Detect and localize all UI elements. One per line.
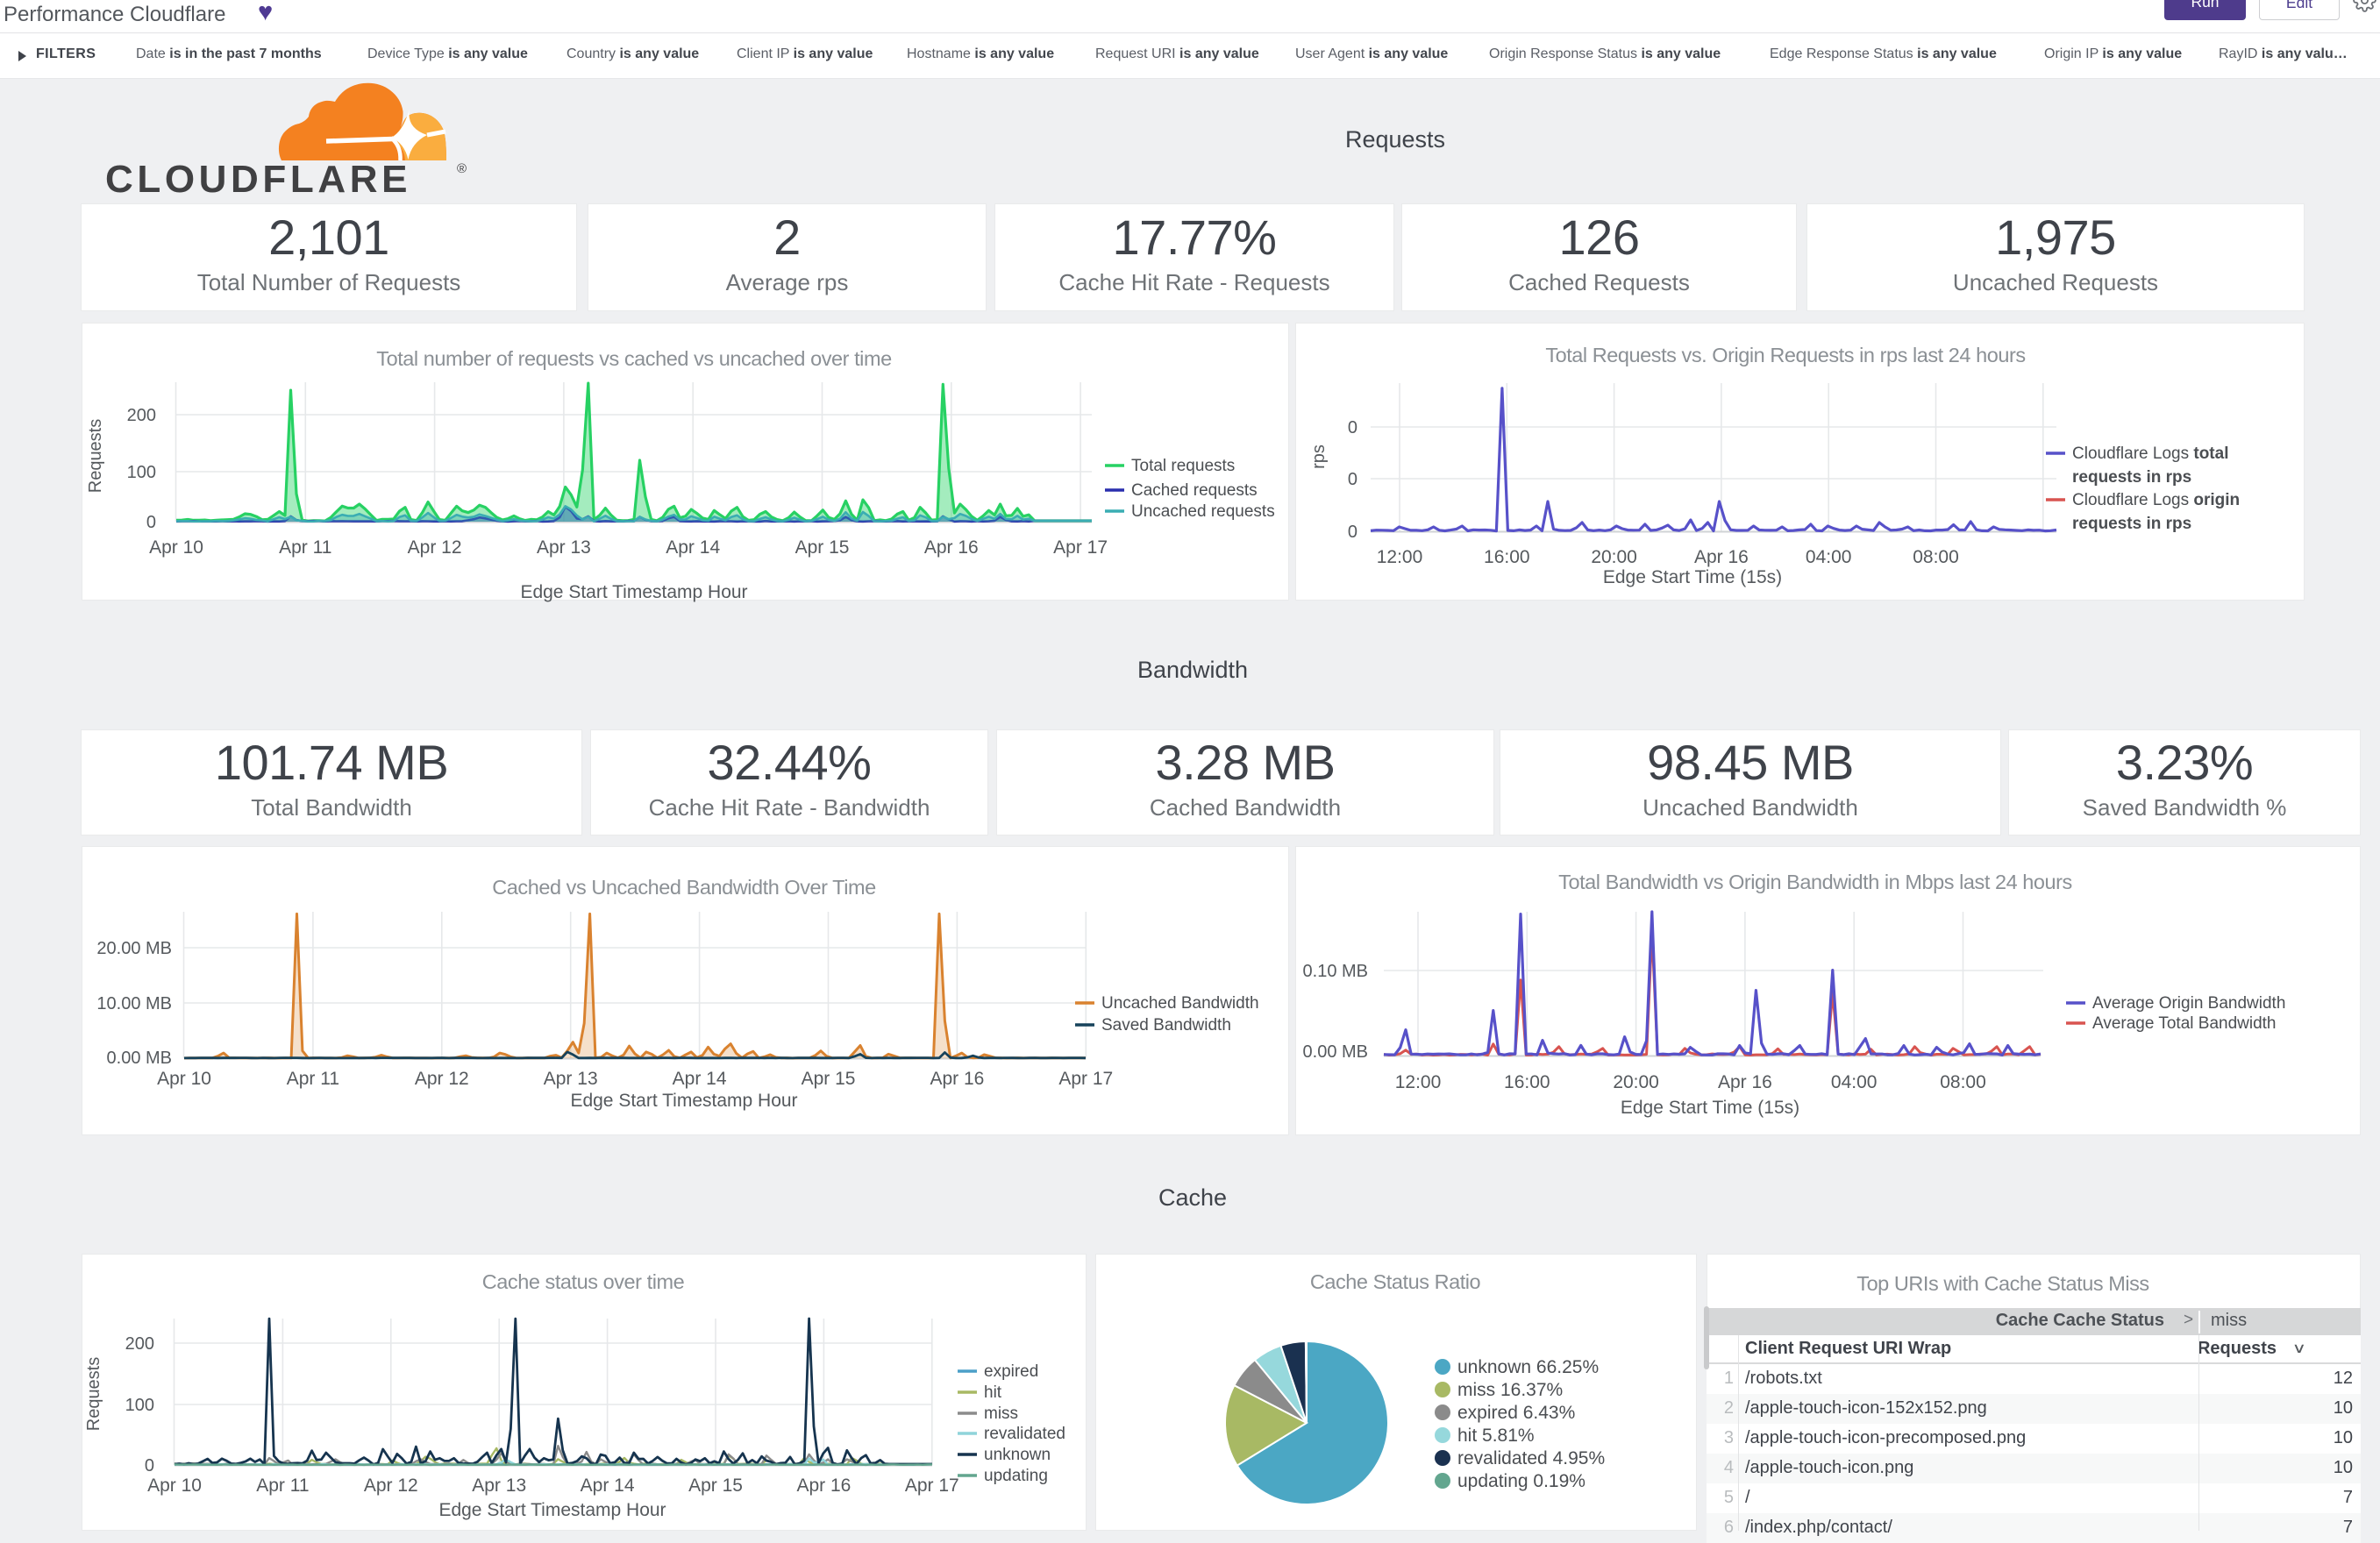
svg-text:CLOUDFLARE: CLOUDFLARE [105, 158, 411, 201]
svg-text:Apr 16: Apr 16 [1718, 1072, 1772, 1092]
svg-text:16:00: 16:00 [1504, 1072, 1550, 1092]
svg-text:Apr 16: Apr 16 [924, 537, 979, 558]
svg-text:rps: rps [1309, 444, 1329, 469]
svg-text:Average Total Bandwidth: Average Total Bandwidth [2092, 1014, 2277, 1033]
svg-text:Apr 10: Apr 10 [147, 1475, 202, 1496]
svg-text:Apr 10: Apr 10 [157, 1069, 211, 1089]
svg-text:Apr 11: Apr 11 [256, 1475, 309, 1496]
svg-text:revalidated: revalidated [984, 1425, 1065, 1443]
svg-text:miss: miss [984, 1404, 1018, 1423]
svg-text:®: ® [457, 161, 467, 176]
svg-text:Total requests: Total requests [1131, 457, 1235, 475]
svg-text:0: 0 [1348, 523, 1357, 542]
svg-text:expired 6.43%: expired 6.43% [1457, 1403, 1575, 1423]
svg-text:Apr 15: Apr 15 [688, 1475, 743, 1496]
svg-text:Edge Start Time (15s): Edge Start Time (15s) [1603, 567, 1782, 587]
svg-text:Cloudflare Logs origin: Cloudflare Logs origin [2072, 491, 2240, 509]
svg-text:Apr 11: Apr 11 [279, 537, 331, 558]
svg-text:20:00: 20:00 [1613, 1072, 1659, 1092]
svg-text:Uncached Bandwidth: Uncached Bandwidth [1101, 994, 1259, 1013]
svg-text:requests in rps: requests in rps [2072, 515, 2191, 533]
svg-text:hit: hit [984, 1383, 1002, 1402]
svg-text:hit 5.81%: hit 5.81% [1457, 1426, 1535, 1446]
svg-text:Total Bandwidth vs Origin Band: Total Bandwidth vs Origin Bandwidth in M… [1558, 871, 2072, 893]
svg-text:04:00: 04:00 [1806, 547, 1852, 567]
svg-text:Total Requests vs. Origin Requ: Total Requests vs. Origin Requests in rp… [1545, 344, 2025, 366]
svg-text:Cache Status Ratio: Cache Status Ratio [1310, 1270, 1481, 1293]
svg-text:10.00 MB: 10.00 MB [96, 994, 172, 1013]
svg-text:16:00: 16:00 [1484, 547, 1530, 567]
svg-text:Apr 16: Apr 16 [930, 1069, 984, 1089]
svg-text:Edge Start Time (15s): Edge Start Time (15s) [1621, 1098, 1799, 1118]
svg-text:Requests: Requests [86, 419, 105, 494]
svg-text:Cloudflare Logs total: Cloudflare Logs total [2072, 444, 2228, 463]
svg-text:12:00: 12:00 [1377, 547, 1423, 567]
svg-text:Total number of requests vs ca: Total number of requests vs cached vs un… [376, 347, 892, 370]
svg-text:Apr 12: Apr 12 [364, 1475, 418, 1496]
svg-text:0: 0 [145, 1456, 154, 1475]
svg-text:Edge Start Timestamp Hour: Edge Start Timestamp Hour [520, 582, 747, 602]
svg-text:0.00 MB: 0.00 MB [107, 1049, 172, 1068]
svg-text:Apr 12: Apr 12 [415, 1069, 469, 1089]
svg-text:04:00: 04:00 [1831, 1072, 1878, 1092]
svg-text:100: 100 [127, 463, 156, 482]
svg-text:Apr 16: Apr 16 [1694, 547, 1749, 567]
svg-text:Apr 14: Apr 14 [666, 537, 720, 558]
svg-text:miss 16.37%: miss 16.37% [1457, 1380, 1563, 1400]
svg-text:100: 100 [125, 1396, 154, 1415]
svg-text:expired: expired [984, 1362, 1038, 1381]
svg-text:Edge Start Timestamp Hour: Edge Start Timestamp Hour [570, 1091, 797, 1111]
svg-text:Requests: Requests [84, 1357, 103, 1432]
svg-text:Apr 15: Apr 15 [802, 1069, 856, 1089]
svg-text:Apr 11: Apr 11 [287, 1069, 339, 1089]
svg-text:20:00: 20:00 [1591, 547, 1637, 567]
svg-text:0: 0 [146, 513, 156, 532]
svg-text:Saved Bandwidth: Saved Bandwidth [1101, 1016, 1231, 1035]
svg-text:revalidated 4.95%: revalidated 4.95% [1457, 1448, 1605, 1468]
svg-text:Apr 13: Apr 13 [537, 537, 591, 558]
svg-text:Apr 13: Apr 13 [544, 1069, 598, 1089]
svg-text:Apr 17: Apr 17 [905, 1475, 959, 1496]
svg-text:unknown: unknown [984, 1446, 1051, 1464]
svg-text:0: 0 [1348, 418, 1357, 437]
svg-text:Apr 14: Apr 14 [581, 1475, 635, 1496]
svg-text:Cached vs Uncached Bandwidth O: Cached vs Uncached Bandwidth Over Time [492, 876, 876, 899]
svg-text:Apr 10: Apr 10 [149, 537, 203, 558]
svg-text:Average Origin Bandwidth: Average Origin Bandwidth [2092, 994, 2285, 1013]
svg-text:updating: updating [984, 1467, 1048, 1485]
svg-text:Apr 17: Apr 17 [1053, 537, 1108, 558]
svg-text:Edge Start Timestamp Hour: Edge Start Timestamp Hour [438, 1500, 666, 1520]
svg-text:Apr 12: Apr 12 [408, 537, 462, 558]
svg-text:Apr 15: Apr 15 [795, 537, 850, 558]
svg-text:Uncached requests: Uncached requests [1131, 502, 1275, 521]
svg-text:Cached requests: Cached requests [1131, 481, 1258, 500]
svg-text:0.10 MB: 0.10 MB [1303, 962, 1368, 981]
svg-text:12:00: 12:00 [1395, 1072, 1442, 1092]
svg-text:0: 0 [1348, 470, 1357, 489]
svg-text:Apr 16: Apr 16 [796, 1475, 851, 1496]
svg-text:unknown 66.25%: unknown 66.25% [1457, 1357, 1599, 1377]
svg-text:requests in rps: requests in rps [2072, 468, 2191, 487]
svg-text:Apr 14: Apr 14 [673, 1069, 727, 1089]
svg-text:0.00 MB: 0.00 MB [1303, 1042, 1368, 1062]
svg-text:Apr 17: Apr 17 [1058, 1069, 1113, 1089]
svg-text:200: 200 [127, 406, 156, 425]
svg-text:updating 0.19%: updating 0.19% [1457, 1471, 1585, 1491]
svg-text:Top URIs with Cache Status Mis: Top URIs with Cache Status Miss [1856, 1272, 2148, 1295]
svg-text:08:00: 08:00 [1913, 547, 1959, 567]
svg-text:Apr 13: Apr 13 [472, 1475, 526, 1496]
svg-text:20.00 MB: 20.00 MB [96, 939, 172, 958]
svg-text:Cache status over time: Cache status over time [482, 1270, 685, 1293]
svg-text:200: 200 [125, 1334, 154, 1354]
svg-text:08:00: 08:00 [1940, 1072, 1986, 1092]
